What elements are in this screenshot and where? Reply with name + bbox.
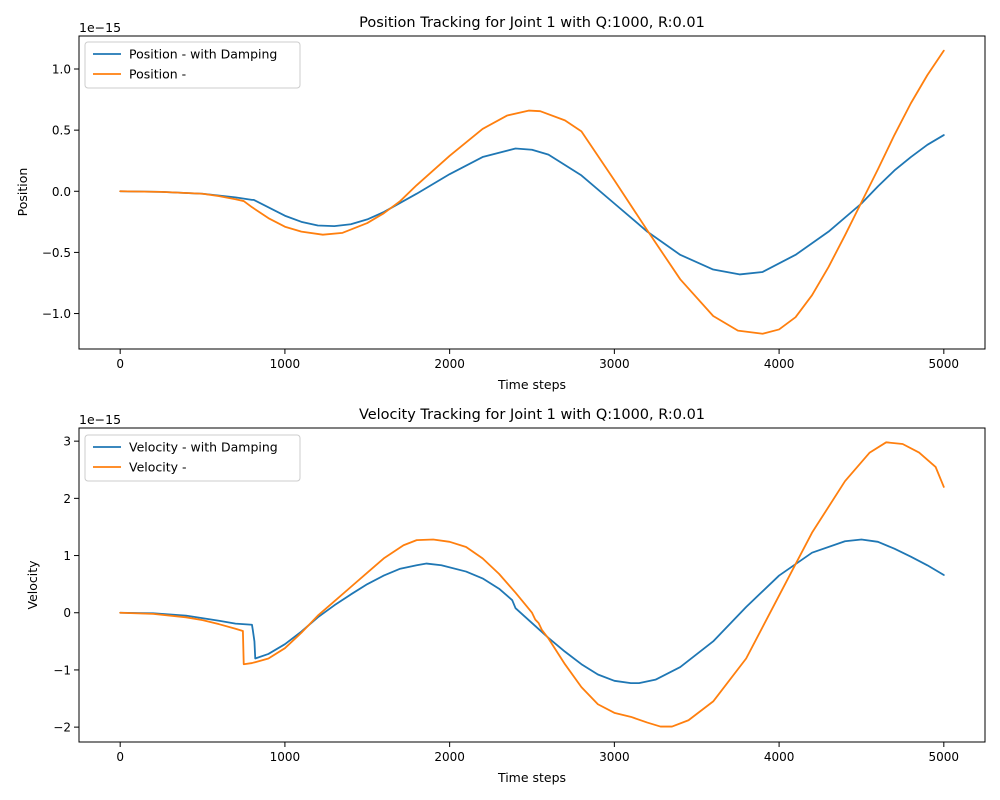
- position-x-tick-label: 5000: [929, 357, 960, 371]
- velocity-x-axis-label: Time steps: [497, 770, 566, 785]
- velocity-y-offset-text: 1e−15: [79, 412, 121, 427]
- velocity-plot-area: 0 1000 2000 3000 4000 5000 −2 −1 0 1 2 3: [53, 427, 986, 764]
- velocity-legend-label-damping: Velocity - with Damping: [129, 440, 278, 455]
- velocity-y-tick-label: 1: [63, 549, 71, 563]
- position-legend-label-plain: Position -: [129, 67, 186, 82]
- velocity-x-tick-label: 4000: [764, 750, 795, 764]
- velocity-y-tick-label: 2: [63, 492, 71, 506]
- velocity-x-tick-label: 2000: [434, 750, 465, 764]
- position-y-tick-label: −1.0: [42, 307, 71, 321]
- velocity-y-tick-label: 0: [63, 606, 71, 620]
- position-legend-label-damping: Position - with Damping: [129, 47, 277, 62]
- velocity-x-tick-label: 3000: [599, 750, 630, 764]
- position-x-tick-label: 1000: [270, 357, 301, 371]
- position-x-tick-label: 0: [116, 357, 124, 371]
- velocity-legend: Velocity - with Damping Velocity -: [84, 434, 301, 482]
- velocity-series-line-with-damping: [119, 538, 945, 684]
- position-axes-frame: [78, 35, 986, 350]
- position-x-tick-label: 2000: [434, 357, 465, 371]
- position-y-axis-label: Position: [15, 168, 30, 217]
- velocity-legend-label-plain: Velocity -: [129, 460, 187, 475]
- position-series-line-plain: [119, 49, 945, 335]
- position-y-tick-label: 0.5: [52, 124, 71, 138]
- velocity-x-tick-label: 0: [116, 750, 124, 764]
- position-y-tick-label: 1.0: [52, 63, 71, 77]
- velocity-axes-frame: [78, 427, 986, 743]
- velocity-y-tick-label: 3: [63, 435, 71, 449]
- velocity-y-tick-label: −2: [53, 721, 71, 735]
- position-legend-box: [84, 41, 301, 89]
- position-chart-title: Position Tracking for Joint 1 with Q:100…: [359, 15, 705, 31]
- position-y-tick-label: 0.0: [52, 185, 71, 199]
- velocity-y-tick-label: −1: [53, 663, 71, 677]
- velocity-y-axis-label: Velocity: [25, 560, 40, 610]
- position-plot-area: 0 1000 2000 3000 4000 5000 −1.0 −0.5 0.0 0.5 1.0: [42, 35, 986, 371]
- velocity-legend-box: [84, 434, 301, 482]
- position-y-tick-label: −0.5: [42, 246, 71, 260]
- velocity-series-line-plain: [119, 441, 945, 728]
- position-x-axis-label: Time steps: [497, 377, 566, 392]
- velocity-subplot: Velocity Tracking for Joint 1 with Q:100…: [25, 407, 986, 785]
- position-y-offset-text: 1e−15: [79, 20, 121, 35]
- velocity-x-tick-label: 5000: [929, 750, 960, 764]
- position-series-line-with-damping: [119, 134, 945, 276]
- velocity-chart-title: Velocity Tracking for Joint 1 with Q:100…: [359, 407, 705, 423]
- position-subplot: Position Tracking for Joint 1 with Q:100…: [15, 15, 986, 392]
- velocity-x-tick-label: 1000: [270, 750, 301, 764]
- position-x-tick-label: 3000: [599, 357, 630, 371]
- position-x-tick-label: 4000: [764, 357, 795, 371]
- position-legend: Position - with Damping Position -: [84, 41, 301, 89]
